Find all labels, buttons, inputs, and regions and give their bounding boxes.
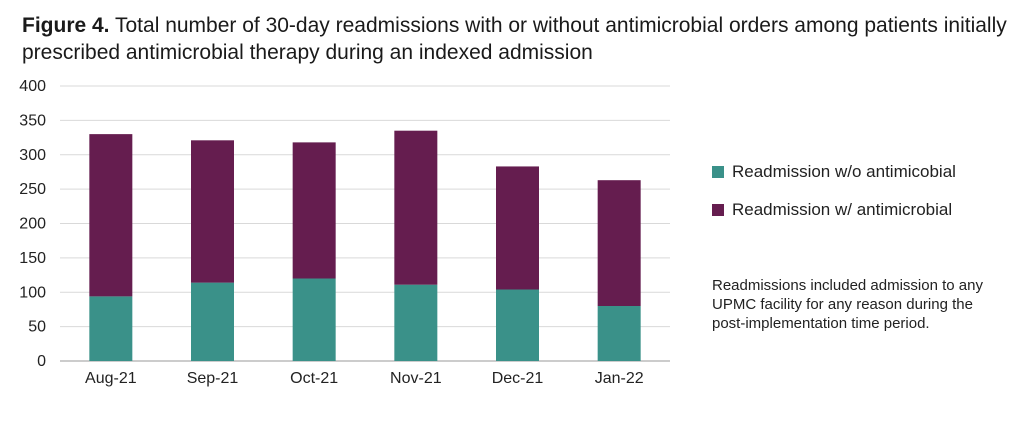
bar-without-antimicrobial [292, 278, 336, 361]
bar-with-antimicrobial [597, 180, 641, 306]
x-tick-label: Nov-21 [390, 370, 442, 387]
bar-with-antimicrobial [394, 130, 438, 285]
bar-without-antimicrobial [597, 306, 641, 361]
legend-swatch [712, 204, 724, 216]
bar-without-antimicrobial [394, 284, 438, 361]
y-axis-ticks: 0 50 100 150 200 250 300 350 400 [19, 78, 46, 370]
bar-without-antimicrobial [496, 289, 539, 361]
bar-with-antimicrobial [292, 142, 336, 279]
y-tick-label: 50 [28, 319, 46, 336]
x-tick-label: Dec-21 [492, 370, 544, 387]
legend-item-without-antimicrobial: Readmission w/o antimicobial [712, 162, 956, 182]
legend-label: Readmission w/ antimicrobial [732, 200, 953, 219]
bars [89, 130, 641, 361]
x-tick-label: Jan-22 [595, 370, 644, 387]
y-tick-label: 100 [19, 284, 46, 301]
y-tick-label: 350 [19, 112, 46, 129]
y-tick-label: 400 [19, 78, 46, 95]
y-tick-label: 250 [19, 181, 46, 198]
legend: Readmission w/o antimicobial Readmission… [712, 162, 956, 238]
x-axis-ticks: Aug-21 Sep-21 Oct-21 Nov-21 Dec-21 Jan-22 [85, 370, 644, 387]
x-tick-label: Oct-21 [290, 370, 338, 387]
x-tick-label: Sep-21 [187, 370, 239, 387]
bar-with-antimicrobial [191, 140, 234, 283]
legend-item-with-antimicrobial: Readmission w/ antimicrobial [712, 200, 956, 220]
gridlines [60, 85, 670, 362]
bar-without-antimicrobial [191, 282, 234, 361]
stacked-bar-chart: 0 50 100 150 200 250 300 350 400 Aug-21 Sep-21 Oct… [19, 78, 670, 387]
bar-without-antimicrobial [89, 296, 133, 361]
bar-with-antimicrobial [89, 134, 133, 297]
legend-label: Readmission w/o antimicobial [732, 162, 956, 181]
figure-title: Total number of 30-day readmissions with… [22, 14, 1007, 64]
y-tick-label: 0 [37, 353, 46, 370]
bar-with-antimicrobial [496, 166, 539, 290]
chart-title: Figure 4. Total number of 30-day readmis… [22, 12, 1012, 66]
figure-label: Figure 4. [22, 14, 110, 37]
legend-swatch [712, 166, 724, 178]
y-tick-label: 300 [19, 147, 46, 164]
y-tick-label: 200 [19, 216, 46, 233]
x-tick-label: Aug-21 [85, 370, 137, 387]
footnote: Readmissions included admission to any U… [712, 277, 983, 332]
y-tick-label: 150 [19, 250, 46, 267]
